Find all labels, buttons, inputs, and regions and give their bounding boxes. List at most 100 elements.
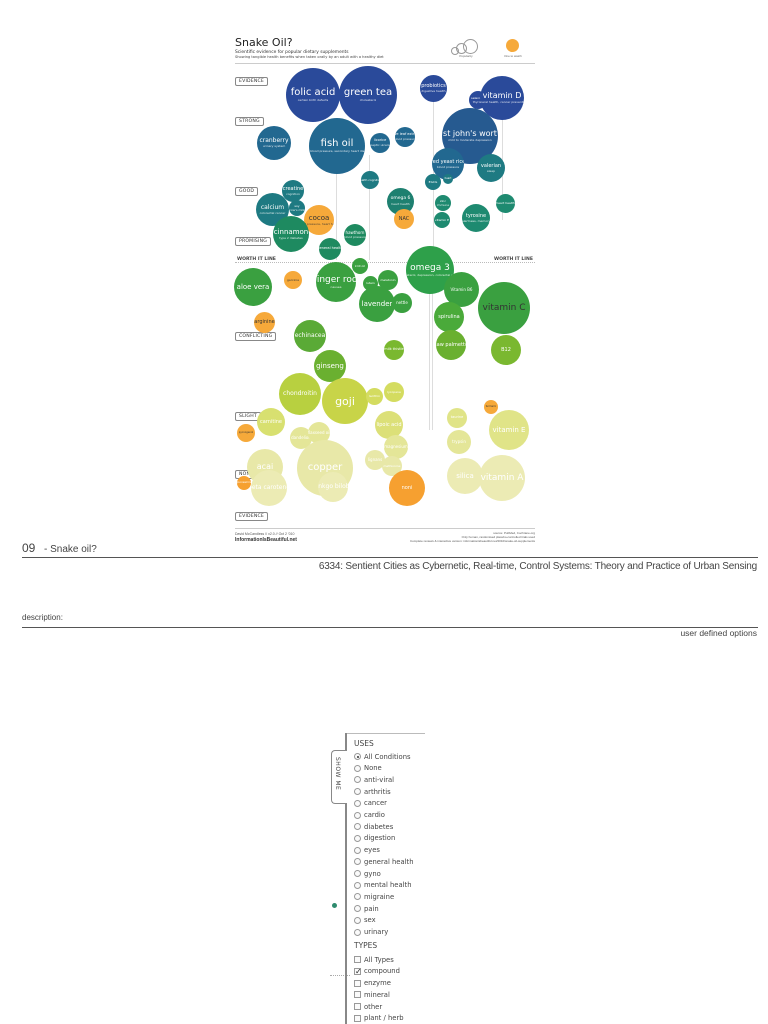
uses-option[interactable]: eyes: [354, 845, 380, 856]
uses-option[interactable]: gyno: [354, 868, 381, 879]
checkbox-icon[interactable]: [354, 991, 361, 999]
green-dot-marker: [332, 903, 337, 908]
bubble-label: carnitine: [260, 418, 282, 425]
bubble-label: chondroitin: [283, 390, 317, 397]
checkbox-icon[interactable]: [354, 1014, 361, 1022]
bubble-sublabel: blood pressure: [436, 164, 460, 169]
bubble-label: noni: [401, 484, 413, 491]
uses-option[interactable]: None: [354, 763, 382, 774]
uses-option[interactable]: cardio: [354, 810, 385, 821]
supplement-bubble: taurine: [447, 408, 467, 428]
types-option[interactable]: plant / herb: [354, 1013, 404, 1024]
radio-icon[interactable]: [354, 858, 361, 866]
bubble-label: general health: [319, 246, 341, 251]
checkbox-checked-icon[interactable]: ✓: [354, 966, 362, 976]
supplement-bubble: heart: [443, 174, 453, 184]
bubble-sublabel: immune: [436, 202, 450, 207]
supplement-bubble: vitamin C: [478, 282, 530, 334]
radio-selected-icon[interactable]: [354, 753, 361, 760]
uses-option-label: general health: [364, 857, 414, 866]
supplement-bubble: flaxseed oil: [308, 422, 330, 444]
bubble-sublabel: cognition: [286, 191, 300, 196]
uses-option[interactable]: pain: [354, 903, 379, 914]
uses-option-label: mental health: [364, 881, 412, 890]
uses-option-label: digestion: [364, 834, 396, 843]
uses-option-label: anti-viral: [364, 775, 395, 784]
radio-icon[interactable]: [354, 846, 361, 854]
uses-option[interactable]: anti-viral: [354, 774, 394, 785]
supplement-bubble: B12: [491, 335, 521, 365]
bubble-label: dandelion: [291, 435, 311, 440]
bubble-label: turmeric: [485, 404, 497, 408]
show-me-tab[interactable]: SHOW ME: [331, 750, 347, 804]
poster-title: Snake Oil?: [235, 36, 293, 49]
types-option[interactable]: All Types: [354, 954, 394, 965]
poster-site: InformationIsBeautiful.net: [235, 537, 297, 543]
types-section-title: TYPES: [354, 941, 378, 951]
bubble-label: red yeast rice: [432, 158, 464, 165]
bubble-label: nettle: [396, 300, 408, 305]
uses-option-label: gyno: [364, 869, 381, 878]
radio-icon[interactable]: [354, 811, 361, 819]
checkbox-icon[interactable]: [354, 956, 361, 964]
bubble-label: st john's wort: [443, 129, 497, 138]
bubble-sublabel: sleep: [487, 168, 495, 173]
divider: [22, 627, 758, 628]
tier-label-evidence-bottom: EVIDENCE: [235, 512, 268, 521]
tier-label-strong: STRONG: [235, 117, 264, 126]
bubble-label: spirulina: [438, 313, 460, 320]
bubble-label: hawthorn: [345, 230, 365, 235]
poster-sources: source: PubMed, Cochrane.org Only human,…: [410, 531, 535, 543]
poster-credit: David McCandless // v2.0 // Oct 2 '010: [235, 532, 295, 536]
bubble-label: acai: [256, 462, 274, 471]
guide-line: [369, 155, 370, 260]
uses-option[interactable]: urinary: [354, 927, 388, 938]
supplement-bubble: zinc immune: [435, 195, 451, 211]
uses-option[interactable]: sex: [354, 915, 376, 926]
radio-icon[interactable]: [354, 823, 361, 831]
uses-option[interactable]: migraine: [354, 891, 394, 902]
radio-icon[interactable]: [354, 928, 361, 936]
bubble-label: calcium: [260, 203, 285, 211]
uses-option[interactable]: digestion: [354, 833, 395, 844]
radio-icon[interactable]: [354, 799, 361, 807]
uses-option[interactable]: arthritis: [354, 786, 391, 797]
checkbox-icon[interactable]: [354, 979, 361, 987]
radio-icon[interactable]: [354, 905, 361, 913]
tier-label-evidence: EVIDENCE: [235, 77, 268, 86]
show-me-filter-panel: SHOW ME USES All Conditions None anti-vira…: [330, 733, 426, 1024]
uses-option[interactable]: general health: [354, 856, 414, 867]
supplement-bubble: creatine cognition: [282, 180, 304, 202]
bubble-label: heart: [444, 176, 452, 180]
bubble-sublabel: colorectal cancer: [259, 210, 286, 215]
radio-icon[interactable]: [354, 764, 361, 772]
radio-icon[interactable]: [354, 893, 361, 901]
radio-icon[interactable]: [354, 916, 361, 924]
supplement-bubble: hawthorn blood pressure: [344, 224, 366, 246]
uses-option[interactable]: mental health: [354, 880, 412, 891]
radio-icon[interactable]: [354, 881, 361, 889]
radio-icon[interactable]: [354, 870, 361, 877]
uses-option[interactable]: All Conditions: [354, 751, 411, 762]
supplement-bubble: heart health: [496, 194, 515, 213]
uses-option[interactable]: diabetes: [354, 821, 393, 832]
uses-option[interactable]: cancer: [354, 798, 387, 809]
bubble-label: methionine: [383, 463, 401, 468]
figure-number: 09: [22, 541, 36, 555]
bubble-label: licorice: [373, 138, 387, 143]
supplement-bubble: vitamin E: [434, 212, 450, 228]
source-line-3: Complete reviews & interactive version: …: [409, 539, 535, 543]
supplement-bubble: Vitamin B6: [444, 272, 479, 307]
types-option[interactable]: mineral: [354, 989, 390, 1000]
radio-icon[interactable]: [354, 788, 361, 796]
types-option[interactable]: ✓ compound: [354, 966, 400, 977]
checkbox-icon[interactable]: [354, 1003, 361, 1010]
poster-subtitle: Scientific evidence for popular dietary …: [235, 50, 349, 55]
bubble-label: vitamin D: [482, 91, 522, 100]
supplement-bubble: pycnogenol: [237, 424, 255, 442]
supplement-bubble: noni: [389, 470, 425, 506]
types-option[interactable]: other: [354, 1001, 382, 1012]
radio-icon[interactable]: [354, 776, 361, 784]
radio-icon[interactable]: [354, 834, 361, 842]
types-option[interactable]: enzyme: [354, 978, 391, 989]
